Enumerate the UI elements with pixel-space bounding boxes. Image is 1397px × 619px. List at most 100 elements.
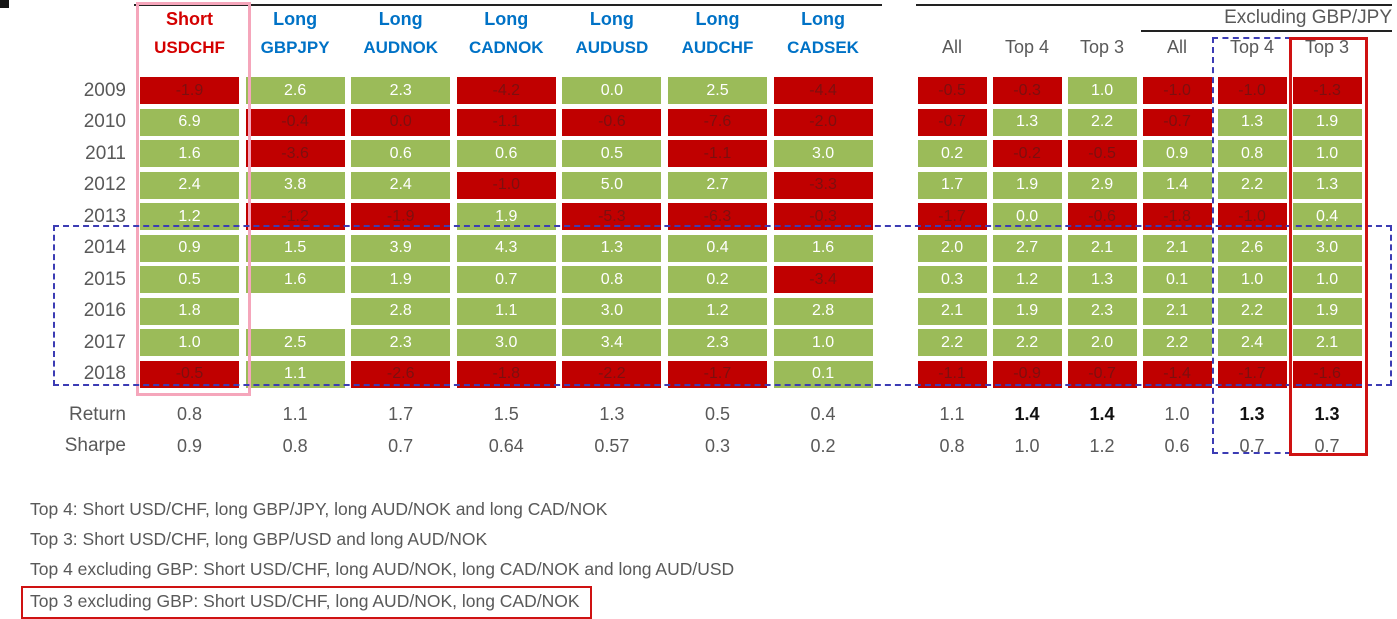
summary-label: Sharpe xyxy=(64,435,126,456)
cell-2010-long_gbpjpy: -0.4 xyxy=(245,108,345,136)
cell-2015-top3: 1.3 xyxy=(1067,266,1137,293)
cell-2009-long_gbpjpy: 2.6 xyxy=(245,77,345,104)
pair-header-long_cadsek: CADSEK xyxy=(787,37,859,57)
cell-2014-short_usdchf: 0.9 xyxy=(140,234,239,262)
table-row-2010: 2010 6.9 -0.4 0.0 -1.1 -0.6 -7.6 -2.0 -0.7 1.3 2.2… xyxy=(0,108,1362,136)
cell-2014-long_audnok: 3.9 xyxy=(351,234,451,262)
table-row-2009: 2009 -1.9 2.6 2.3 -4.2 0.0 2.5 -4.4 -0.5 -0.3 1.0-… xyxy=(0,77,1362,104)
cell-2016-long_gbpjpy xyxy=(246,298,345,325)
summary-return-all: 1.1 xyxy=(939,404,965,424)
cell-2009-long_audusd: 0.0 xyxy=(562,77,662,104)
direction-header-short_usdchf: Short xyxy=(166,9,213,29)
cell-2009-top3: 1.0 xyxy=(1067,77,1137,104)
cell-2011-all_ex_gbpjpy: 0.9 xyxy=(1142,140,1212,167)
summary-sharpe-long_cadnok: 0.64 xyxy=(488,435,524,456)
cell-2012-long_gbpjpy: 3.8 xyxy=(245,171,345,199)
cell-2010-long_audusd: -0.6 xyxy=(562,108,662,136)
year-label: 2017 xyxy=(83,331,126,353)
cell-2010-top4: 1.3 xyxy=(992,108,1062,136)
cell-2010-top4_ex_gbpjpy: 1.3 xyxy=(1217,108,1287,136)
cell-2011-long_audusd: 0.5 xyxy=(562,140,662,167)
cell-2012-top3: 2.9 xyxy=(1067,171,1137,199)
cell-2013-all_ex_gbpjpy: -1.8 xyxy=(1142,203,1212,230)
cell-2015-top4: 1.2 xyxy=(992,266,1062,293)
cell-2018-long_audnok: -2.6 xyxy=(351,360,451,388)
summary-return-long_cadsek: 0.4 xyxy=(810,404,836,424)
cell-2010-all: -0.7 xyxy=(917,108,987,136)
direction-header-row: Short Long Long Long Long Long Long xyxy=(0,6,873,33)
cell-2017-top4_ex_gbpjpy: 2.4 xyxy=(1217,329,1287,356)
year-label: 2009 xyxy=(83,79,126,101)
cropped-page-edge-mark xyxy=(0,0,9,8)
cell-2011-top3_ex_gbpjpy: 1.0 xyxy=(1292,140,1362,167)
direction-header-long_audchf: Long xyxy=(695,9,740,29)
footnotes: Top 4: Short USD/CHF, long GBP/JPY, long… xyxy=(21,494,734,619)
cell-2009-long_audnok: 2.3 xyxy=(351,77,451,104)
summary-sharpe-short_usdchf: 0.9 xyxy=(176,435,203,456)
cell-2017-long_audchf: 2.3 xyxy=(667,329,767,356)
cell-2013-top3: -0.6 xyxy=(1067,203,1137,230)
cell-2012-all_ex_gbpjpy: 1.4 xyxy=(1142,171,1212,199)
cell-2017-long_audusd: 3.4 xyxy=(562,329,662,356)
note-line-4: Top 3 excluding GBP: Short USD/CHF, long… xyxy=(21,586,592,619)
cell-2015-long_audchf: 0.2 xyxy=(667,266,767,293)
excluding-gbpjpy-label: Excluding GBP/JPY xyxy=(1224,7,1392,28)
cell-2013-long_cadsek: -0.3 xyxy=(773,203,873,230)
cell-2015-long_cadsek: -3.4 xyxy=(773,266,873,293)
table-row-2015: 2015 0.5 1.6 1.9 0.7 0.8 0.2 -3.4 0.3 1.2 1.3 0.1 1.… xyxy=(0,266,1362,293)
cell-2011-long_audchf: -1.1 xyxy=(667,140,767,167)
table-row-2012: 2012 2.4 3.8 2.4 -1.0 5.0 2.7 -3.3 1.7 1.9 2.9 1.4 2… xyxy=(0,171,1362,199)
cell-2015-short_usdchf: 0.5 xyxy=(140,266,239,293)
pair-header-row: USDCHF GBPJPY AUDNOK CADNOK AUDUSD AUDCHF CADS… xyxy=(0,34,1362,61)
agg-header-top3: Top 3 xyxy=(1080,37,1125,57)
cell-2018-long_gbpjpy: 1.1 xyxy=(245,360,345,388)
cell-2014-long_cadsek: 1.6 xyxy=(773,234,873,262)
direction-header-long_audusd: Long xyxy=(589,9,634,29)
cell-2016-top4_ex_gbpjpy: 2.2 xyxy=(1217,297,1287,325)
direction-header-long_cadsek: Long xyxy=(801,9,846,29)
agg-header-all: All xyxy=(942,37,963,57)
cell-2014-all_ex_gbpjpy: 2.1 xyxy=(1142,234,1212,262)
cell-2011-long_cadsek: 3.0 xyxy=(773,140,873,167)
cell-2013-long_gbpjpy: -1.2 xyxy=(245,203,345,230)
cell-2011-top4: -0.2 xyxy=(992,140,1062,167)
agg-header-top3_ex_gbpjpy: Top 3 xyxy=(1305,37,1350,57)
summary-sharpe-top4_ex_gbpjpy: 0.7 xyxy=(1239,435,1265,456)
cell-2017-long_gbpjpy: 2.5 xyxy=(245,329,345,356)
cell-2018-all_ex_gbpjpy: -1.4 xyxy=(1142,360,1212,388)
cell-2010-long_cadnok: -1.1 xyxy=(456,108,556,136)
cell-2012-long_audchf: 2.7 xyxy=(667,171,767,199)
cell-2013-top4: 0.0 xyxy=(992,203,1062,230)
cell-2017-long_audnok: 2.3 xyxy=(351,329,451,356)
year-label: 2016 xyxy=(83,300,126,321)
cell-2014-long_audchf: 0.4 xyxy=(667,234,767,262)
summary-sharpe-long_audnok: 0.7 xyxy=(388,435,414,456)
cell-2014-long_gbpjpy: 1.5 xyxy=(245,234,345,262)
cell-2016-long_audchf: 1.2 xyxy=(667,297,767,325)
cell-2016-long_audnok: 2.8 xyxy=(351,297,451,325)
table-row-2013: 2013 1.2 -1.2 -1.9 1.9 -5.3 -6.3 -0.3 -1.7 0.0 -0.… xyxy=(0,203,1362,230)
cell-2018-top4_ex_gbpjpy: -1.7 xyxy=(1217,360,1287,388)
table-row-2011: 2011 1.6 -3.6 0.6 0.6 0.5 -1.1 3.0 0.2 -0.2 -0.5 0.… xyxy=(0,140,1362,167)
cell-2010-long_audchf: -7.6 xyxy=(667,108,767,136)
year-label: 2018 xyxy=(83,363,126,384)
cell-2018-short_usdchf: -0.5 xyxy=(140,360,239,388)
cell-2017-short_usdchf: 1.0 xyxy=(140,329,239,356)
cell-2014-all: 2.0 xyxy=(917,234,987,262)
cell-2013-short_usdchf: 1.2 xyxy=(140,203,239,230)
summary-return-all_ex_gbpjpy: 1.0 xyxy=(1164,404,1190,424)
top-rule-right-group xyxy=(916,4,1392,6)
cell-2018-top3_ex_gbpjpy: -1.6 xyxy=(1292,360,1362,388)
summary-row-return: Return 0.8 1.1 1.7 1.5 1.3 0.5 0.4 1.1 1.4 1.4 1.0 1… xyxy=(0,401,1362,428)
summary-sharpe-top3: 1.2 xyxy=(1089,435,1115,456)
cell-2015-all_ex_gbpjpy: 0.1 xyxy=(1142,266,1212,293)
pair-header-short_usdchf: USDCHF xyxy=(154,37,225,57)
table-row-2014: 2014 0.9 1.5 3.9 4.3 1.3 0.4 1.6 2.0 2.7 2.1 2.1 2.6… xyxy=(0,234,1362,262)
cell-2012-short_usdchf: 2.4 xyxy=(140,171,239,199)
cell-2012-top4_ex_gbpjpy: 2.2 xyxy=(1217,171,1287,199)
cell-2016-short_usdchf: 1.8 xyxy=(140,297,239,325)
cell-2017-top3: 2.0 xyxy=(1067,329,1137,356)
cell-2013-all: -1.7 xyxy=(917,203,987,230)
cell-2010-top3: 2.2 xyxy=(1067,108,1137,136)
